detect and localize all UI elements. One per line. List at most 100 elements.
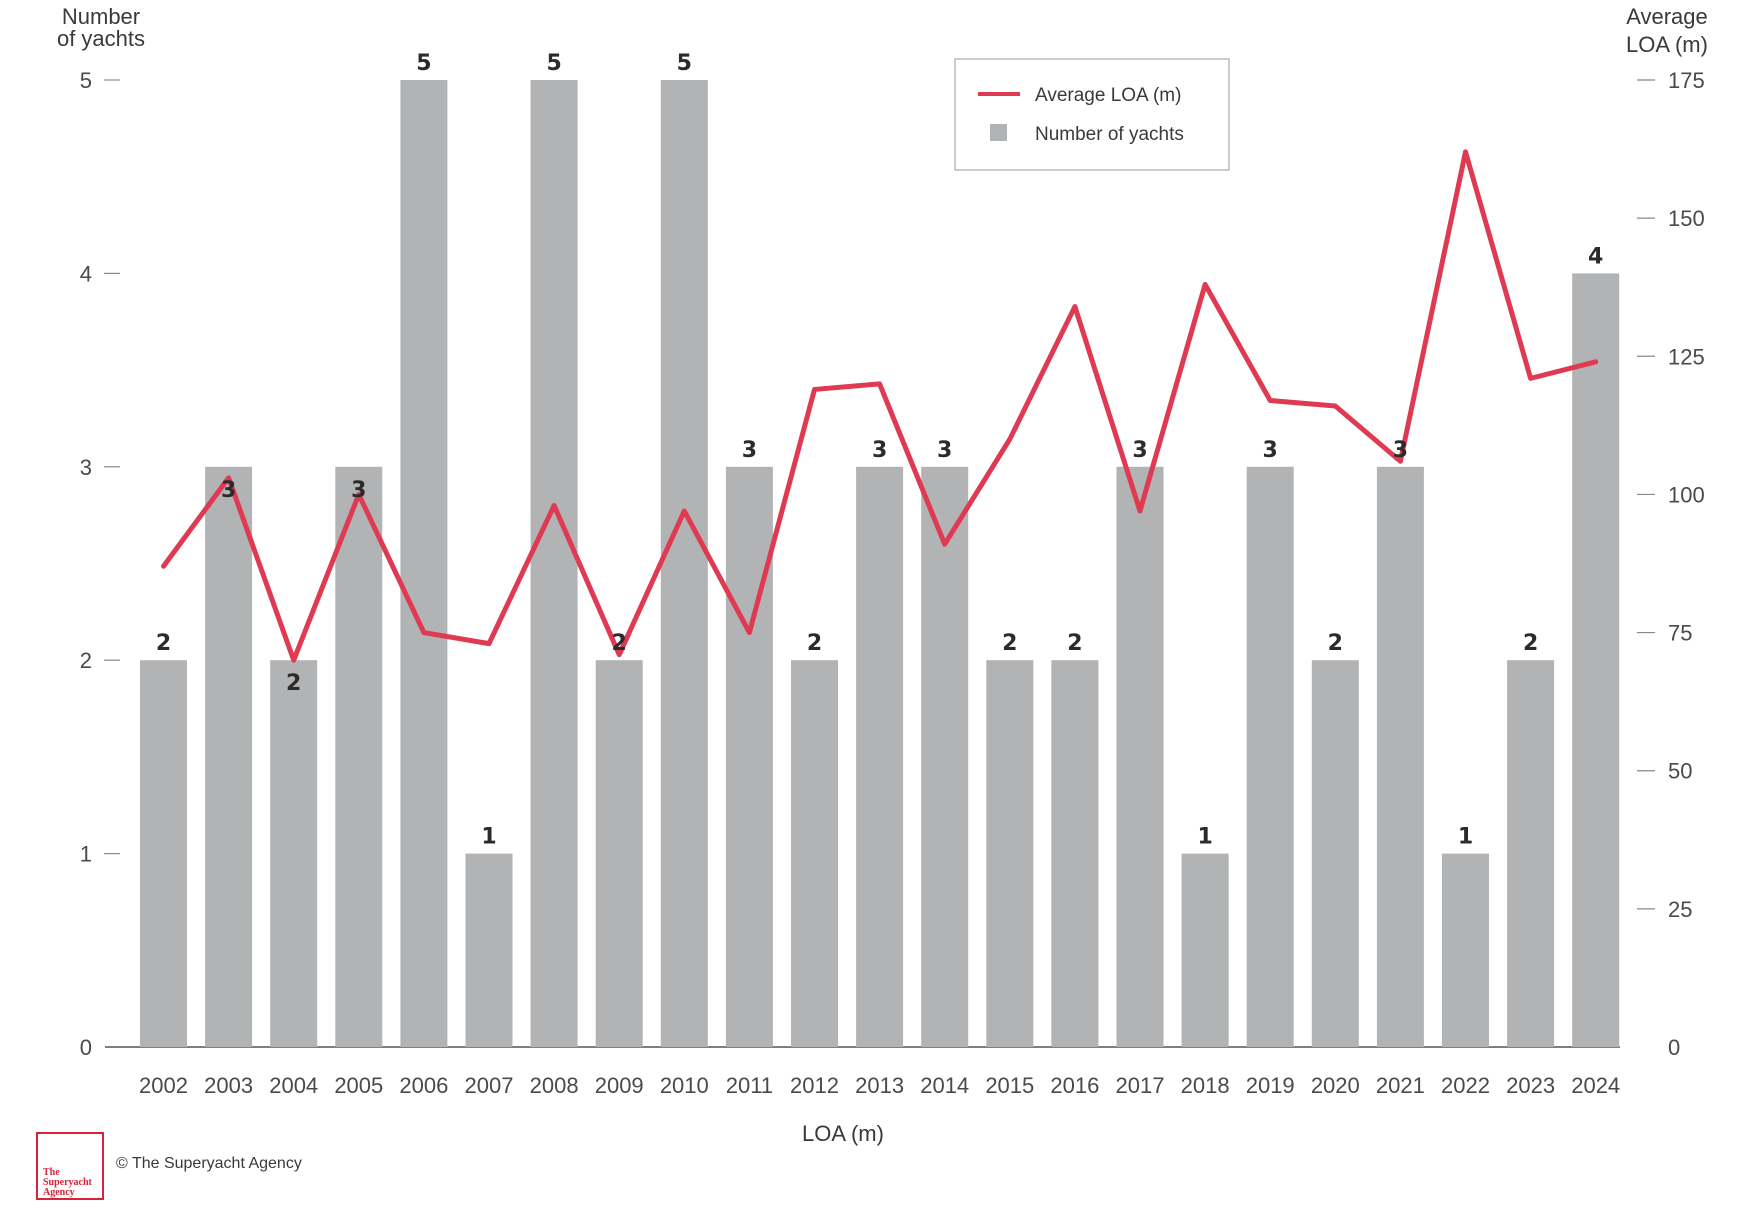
bar-value-label: 3	[351, 478, 366, 503]
bar-2014	[921, 466, 969, 1047]
x-tick-label: 2002	[139, 1073, 188, 1098]
copyright-text: © The Superyacht Agency	[116, 1155, 302, 1172]
x-tick-label: 2013	[855, 1073, 904, 1098]
x-tick-label: 2005	[334, 1073, 383, 1098]
x-tick-label: 2009	[595, 1073, 644, 1098]
bar-2013	[856, 466, 904, 1047]
x-tick-label: 2011	[726, 1073, 773, 1098]
x-axis-title: LOA (m)	[802, 1121, 884, 1146]
right-tick-label: 25	[1668, 897, 1692, 922]
bar-2006	[400, 80, 448, 1047]
bar-value-label: 3	[1393, 438, 1408, 463]
x-tick-label: 2016	[1050, 1073, 1099, 1098]
legend-bar-swatch	[990, 124, 1007, 141]
x-tick-label: 2022	[1441, 1073, 1490, 1098]
right-tick-label: 100	[1668, 482, 1705, 507]
x-tick-label: 2023	[1506, 1073, 1555, 1098]
bar-value-label: 3	[742, 438, 757, 463]
legend-label-average-loa: Average LOA (m)	[1035, 85, 1181, 106]
right-tick-label: 175	[1668, 68, 1705, 93]
bar-value-label: 2	[612, 631, 627, 656]
right-tick-label: 75	[1668, 621, 1692, 646]
bar-value-label: 2	[1002, 631, 1017, 656]
bar-value-label: 2	[1067, 631, 1082, 656]
x-tick-label: 2010	[660, 1073, 709, 1098]
bar-value-label: 5	[416, 51, 431, 76]
x-tick-label: 2015	[985, 1073, 1034, 1098]
x-tick-label: 2024	[1571, 1073, 1620, 1098]
x-tick-label: 2021	[1376, 1073, 1425, 1098]
bar-2022	[1442, 853, 1489, 1047]
labels-group: 2 3 2 3 5 1 5 2 5 3 2 3 3 2 2 3 1 3 2 3 1 2 4	[156, 51, 1604, 850]
bar-value-label: 2	[156, 631, 171, 656]
x-tick-label: 2004	[269, 1073, 318, 1098]
bars-group	[140, 80, 1620, 1047]
x-tick-label: 2017	[1116, 1073, 1165, 1098]
bar-2003	[205, 466, 253, 1047]
bar-value-label: 5	[546, 51, 561, 76]
bar-2009	[595, 660, 643, 1047]
bar-value-label: 5	[677, 51, 692, 76]
bar-value-label: 1	[1458, 825, 1473, 850]
x-tick-label: 2020	[1311, 1073, 1360, 1098]
left-tick-label: 0	[80, 1035, 92, 1060]
logo-text: The Superyacht Agency	[43, 1167, 92, 1198]
x-tick-label: 2012	[790, 1073, 839, 1098]
bar-value-label: 3	[1263, 438, 1278, 463]
bar-2018	[1181, 853, 1229, 1047]
line-group	[161, 149, 1599, 663]
bar-2019	[1246, 466, 1294, 1047]
bar-value-label: 2	[286, 671, 301, 696]
bar-2010	[660, 80, 708, 1047]
bar-2005	[335, 466, 383, 1047]
right-axis-title-line1: Average	[1626, 4, 1708, 29]
left-axis-title-line1: Number	[62, 4, 140, 29]
bar-value-label: 3	[1132, 438, 1147, 463]
bar-2007	[465, 853, 513, 1047]
x-tick-label: 2006	[399, 1073, 448, 1098]
x-tick-label: 2003	[204, 1073, 253, 1098]
bar-2024	[1572, 273, 1620, 1047]
right-tick-label: 50	[1668, 759, 1692, 784]
bar-2012	[791, 660, 838, 1047]
right-tick-label: 0	[1668, 1035, 1680, 1060]
legend: Average LOA (m) Number of yachts	[954, 58, 1230, 171]
x-tick-label: 2008	[530, 1073, 579, 1098]
x-tick-label: 2014	[920, 1073, 969, 1098]
legend-box	[954, 58, 1230, 171]
bar-2016	[1051, 660, 1099, 1047]
bar-value-label: 3	[221, 478, 236, 503]
bar-value-label: 4	[1588, 244, 1603, 269]
left-tick-label: 4	[80, 261, 92, 286]
left-tick-label: 3	[80, 455, 92, 480]
bar-2023	[1507, 660, 1555, 1047]
bar-2021	[1376, 466, 1424, 1047]
bar-2020	[1311, 660, 1359, 1047]
bar-2017	[1116, 466, 1164, 1047]
x-tick-label: 2019	[1246, 1073, 1295, 1098]
bar-value-label: 2	[807, 631, 822, 656]
bar-value-label: 2	[1523, 631, 1538, 656]
bar-2008	[530, 80, 578, 1047]
x-tick-label: 2018	[1181, 1073, 1230, 1098]
left-tick-label: 2	[80, 648, 92, 673]
x-tick-label: 2007	[465, 1073, 514, 1098]
superyacht-agency-logo: The Superyacht Agency	[36, 1132, 104, 1200]
bar-2015	[986, 660, 1034, 1047]
right-axis-title-line2: LOA (m)	[1626, 32, 1708, 57]
bar-value-label: 3	[937, 438, 952, 463]
bar-value-label: 1	[481, 825, 496, 850]
bar-2002	[140, 660, 187, 1047]
left-axis-title-line2: of yachts	[57, 26, 145, 51]
right-tick-label: 125	[1668, 344, 1705, 369]
bar-value-label: 3	[872, 438, 887, 463]
bar-2011	[725, 466, 773, 1047]
legend-label-number-of-yachts: Number of yachts	[1035, 124, 1184, 145]
bar-value-label: 1	[1197, 825, 1212, 850]
bar-value-label: 2	[1328, 631, 1343, 656]
bar-2004	[270, 660, 318, 1047]
right-tick-label: 150	[1668, 206, 1705, 231]
left-tick-label: 1	[80, 842, 92, 867]
